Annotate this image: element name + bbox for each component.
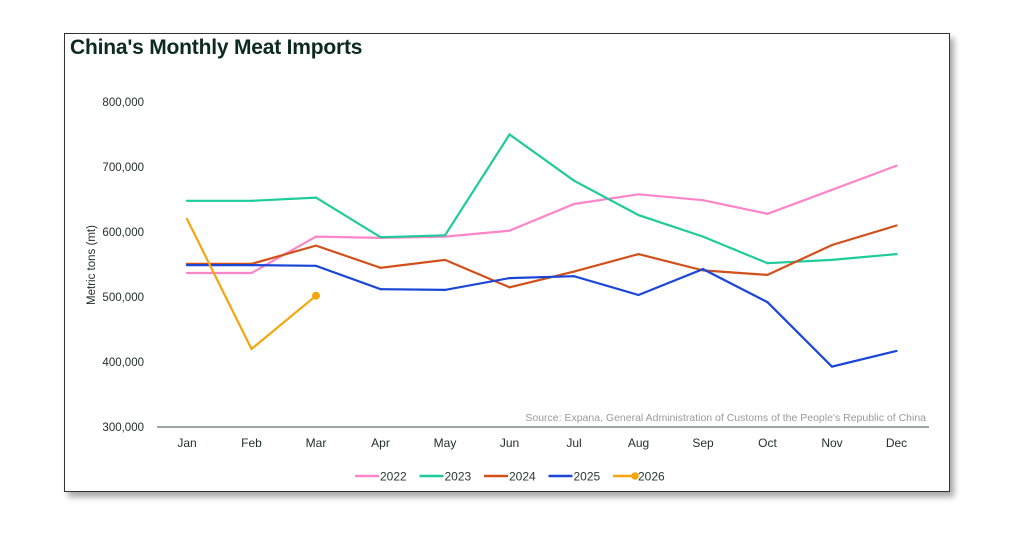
legend-label-2026: 2026 [638, 470, 665, 484]
x-tick-label-nov: Nov [821, 436, 842, 450]
legend-label-2023: 2023 [445, 470, 472, 484]
data-point-2024-oct [766, 273, 769, 276]
series-line-2023 [187, 132, 897, 265]
legend-item-2025: 2025 [548, 470, 601, 484]
data-point-2023-may [443, 234, 447, 237]
data-point-2025-may [443, 288, 447, 291]
data-point-2025-nov [830, 365, 834, 368]
data-point-2026-feb [250, 347, 253, 351]
y-tick-label: 300,000 [102, 422, 144, 434]
data-point-2023-oct [766, 262, 769, 265]
data-point-2023-jun [508, 133, 511, 136]
data-point-2026-jan [185, 217, 189, 221]
series-line-2025 [187, 264, 897, 368]
data-point-2025-sep [701, 267, 705, 271]
x-tick-label-dec: Dec [886, 436, 907, 450]
data-point-2024-mar [314, 244, 318, 247]
legend-label-2025: 2025 [574, 470, 601, 484]
x-tick-label-apr: Apr [371, 436, 390, 450]
data-point-2025-oct [766, 301, 769, 304]
x-tick-label-aug: Aug [628, 436, 649, 450]
y-tick-label: 600,000 [102, 227, 144, 239]
chart-title: China's Monthly Meat Imports [70, 36, 363, 59]
data-point-2025-jul [572, 275, 576, 278]
data-point-2025-dec [895, 349, 898, 353]
x-tick-label-jun: Jun [500, 436, 519, 450]
data-point-2025-apr [379, 288, 382, 291]
x-tick-label-may: May [434, 436, 457, 450]
data-point-2023-jan [185, 199, 189, 202]
legend-label-2022: 2022 [380, 470, 407, 484]
data-point-2022-feb [250, 271, 253, 275]
data-point-2022-nov [830, 188, 834, 191]
legend-item-2026: 2026 [613, 470, 665, 484]
legend: 2022 2023 2024 2025 2026 [355, 470, 665, 484]
data-point-2022-jul [572, 202, 576, 206]
series-line-2022 [187, 164, 897, 275]
y-axis-ticks: 800,000 700,000 600,000 500,000 400,000 300,0… [102, 97, 144, 434]
legend-item-2024: 2024 [484, 470, 536, 484]
y-tick-label: 700,000 [102, 162, 144, 174]
data-point-2023-aug [637, 214, 640, 217]
data-point-2022-aug [637, 193, 640, 196]
legend-item-2022: 2022 [355, 470, 407, 484]
source-note: Source: Expana, General Administration o… [525, 412, 926, 424]
x-tick-label-sep: Sep [692, 436, 714, 450]
data-point-2026-mar [312, 291, 320, 300]
x-tick-label-mar: Mar [306, 436, 327, 450]
x-axis-ticks: Jan Feb Mar Apr May Jun Jul Aug Sep Oct Nov Dec [177, 436, 907, 450]
x-tick-label-feb: Feb [241, 436, 262, 450]
data-point-2023-feb [250, 199, 253, 202]
data-point-2025-mar [314, 264, 318, 267]
x-tick-label-jul: Jul [566, 436, 581, 450]
data-point-2024-jun [508, 286, 511, 289]
data-point-2022-mar [314, 235, 318, 238]
legend-marker-2026 [631, 472, 639, 480]
data-point-2023-jul [572, 179, 576, 182]
legend-item-2023: 2023 [419, 470, 472, 484]
y-tick-label: 800,000 [102, 97, 144, 109]
series-line-2024 [187, 224, 897, 289]
y-axis-title: Metric tons (mt) [86, 225, 98, 305]
data-point-2024-jul [572, 270, 576, 273]
x-tick-label-oct: Oct [758, 436, 777, 450]
y-tick-label: 400,000 [102, 357, 144, 369]
data-point-2023-apr [379, 236, 382, 239]
data-point-2025-jan [185, 264, 189, 267]
data-point-2023-nov [830, 258, 834, 262]
series-line-2026 [186, 218, 317, 351]
series-lines [185, 132, 898, 368]
y-tick-label: 500,000 [102, 292, 144, 304]
data-point-2022-jun [508, 229, 511, 232]
data-point-2025-feb [250, 264, 253, 267]
data-point-2022-oct [766, 212, 769, 215]
data-point-2025-aug [637, 293, 640, 297]
data-point-2022-dec [895, 164, 898, 167]
data-point-2024-may [443, 258, 447, 262]
data-point-2022-sep [701, 199, 705, 202]
data-point-2024-nov [830, 243, 834, 247]
data-point-2022-jan [185, 271, 189, 275]
x-tick-label-jan: Jan [177, 436, 196, 450]
data-point-2024-aug [637, 253, 640, 256]
data-point-2024-dec [895, 224, 898, 227]
data-point-2023-dec [895, 253, 898, 256]
data-point-2023-sep [701, 235, 705, 238]
data-point-2025-jun [508, 277, 511, 280]
data-point-2024-apr [379, 266, 382, 269]
data-point-2023-mar [314, 196, 318, 199]
legend-label-2024: 2024 [509, 470, 536, 484]
